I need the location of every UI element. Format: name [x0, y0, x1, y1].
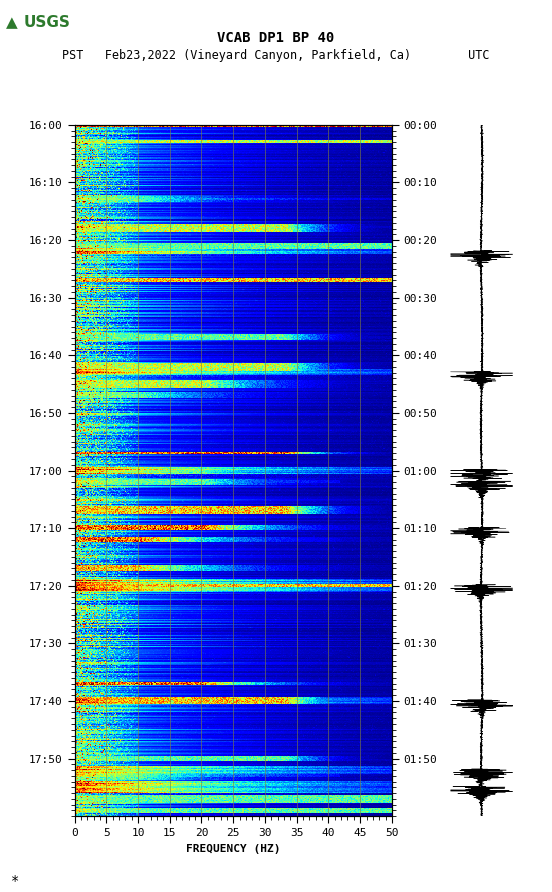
Text: VCAB DP1 BP 40: VCAB DP1 BP 40 [217, 31, 335, 45]
Text: *: * [11, 874, 19, 888]
Text: USGS: USGS [24, 15, 71, 29]
Text: PST   Feb23,2022 (Vineyard Canyon, Parkfield, Ca)        UTC: PST Feb23,2022 (Vineyard Canyon, Parkfie… [62, 49, 490, 62]
Text: ▲: ▲ [6, 15, 17, 29]
X-axis label: FREQUENCY (HZ): FREQUENCY (HZ) [186, 844, 280, 854]
